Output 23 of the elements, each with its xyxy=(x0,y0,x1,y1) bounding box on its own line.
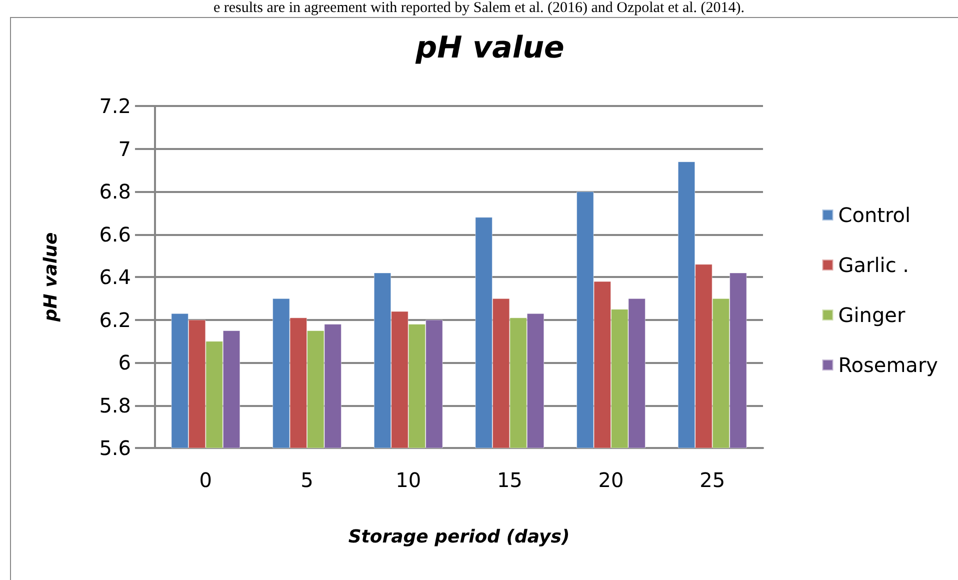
legend-label: Ginger xyxy=(838,303,906,327)
x-tick-label: 0 xyxy=(199,468,212,492)
x-tick-label: 5 xyxy=(300,468,314,492)
y-tick-label: 6.2 xyxy=(99,308,131,332)
y-axis-title: pH value xyxy=(40,232,62,323)
y-tick-label: 5.6 xyxy=(99,436,131,460)
y-tick-label: 7.2 xyxy=(99,94,131,118)
x-axis-title: Storage period (days) xyxy=(348,526,570,548)
x-tick-label: 10 xyxy=(396,468,422,492)
y-tick-label: 5.8 xyxy=(99,393,131,418)
chart-title: pH value xyxy=(414,30,564,66)
legend-label: Garlic . xyxy=(838,253,910,277)
y-tick-label: 6.6 xyxy=(99,222,131,246)
x-tick-label: 15 xyxy=(496,468,522,492)
y-tick-label: 6.4 xyxy=(99,265,131,289)
y-tick-label: 7 xyxy=(118,136,131,161)
y-tick-label: 6 xyxy=(118,350,131,374)
x-tick-label: 20 xyxy=(598,468,624,492)
legend-label: Control xyxy=(838,203,911,227)
x-tick-label: 25 xyxy=(700,468,726,492)
text: e results are in agreement with reported by Salem et al. (2016) and Ozpolat et al. (2014). xyxy=(212,0,746,16)
legend-label: Rosemary xyxy=(838,353,938,377)
y-tick-label: 6.8 xyxy=(99,180,131,204)
